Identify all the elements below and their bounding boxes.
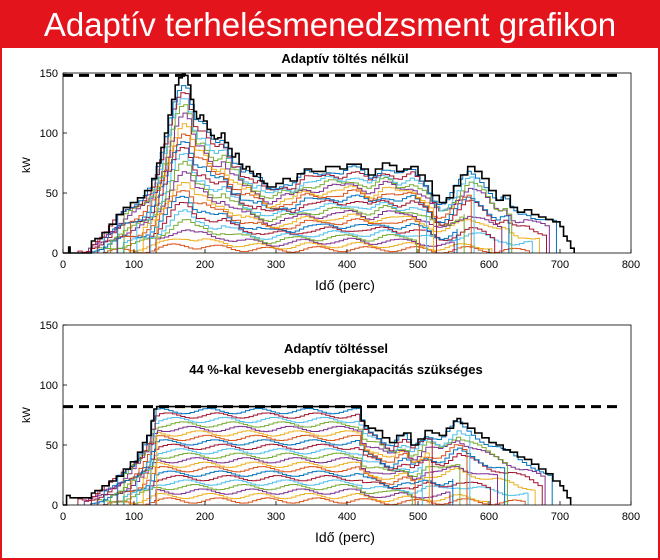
series-line [103, 439, 506, 505]
series-line [103, 141, 510, 253]
x-tick-label: 600 [480, 259, 498, 271]
chart-top-xlabel: Idő (perc) [315, 277, 375, 293]
x-tick-label: 0 [60, 511, 66, 523]
series-line [155, 229, 455, 253]
series-line [122, 209, 533, 253]
series-line [90, 412, 433, 505]
chart-bottom-ticks: 0 100 200 300 400 500 600 700 800 0 50 100 150 [40, 320, 641, 523]
y-tick-label: 100 [40, 380, 58, 392]
x-tick-label: 100 [125, 259, 143, 271]
y-tick-label: 0 [52, 248, 58, 260]
chart-top-ylabel: kW [21, 156, 33, 173]
series-line [102, 243, 530, 254]
series-line [123, 104, 513, 253]
x-tick-label: 300 [267, 259, 285, 271]
y-tick-label: 100 [40, 128, 58, 140]
chart-bottom-xlabel: Idő (perc) [315, 529, 375, 545]
x-tick-label: 100 [125, 511, 143, 523]
banner-title: Adaptív terhelésmenedzsment grafikon [2, 2, 658, 48]
y-tick-label: 150 [40, 68, 58, 80]
series-line [156, 123, 435, 253]
x-tick-label: 400 [338, 259, 356, 271]
chart-top-series [77, 85, 557, 254]
series-line [110, 452, 461, 505]
x-tick-label: 400 [338, 511, 356, 523]
series-line [142, 182, 540, 253]
series-line [142, 461, 536, 505]
chart-bottom: Adaptív töltéssel 44 %-kal kevesebb ener… [21, 320, 640, 545]
series-line [155, 488, 451, 505]
series-line [123, 421, 508, 505]
x-tick-label: 700 [551, 259, 569, 271]
chart-bottom-envelope-line [63, 405, 572, 506]
x-tick-label: 500 [409, 259, 427, 271]
chart-bottom-series [77, 407, 553, 506]
series-line [102, 497, 526, 506]
chart-top-ticks: 0 100 200 300 400 500 600 700 800 0 50 100 150 [40, 68, 641, 271]
y-tick-label: 0 [52, 500, 58, 512]
series-line [83, 457, 499, 505]
series-line [149, 202, 496, 253]
series-line [149, 475, 491, 505]
series-line [77, 147, 548, 253]
x-tick-label: 200 [196, 259, 214, 271]
x-tick-label: 0 [60, 259, 66, 271]
chart-bottom-subtitle: 44 %-kal kevesebb energiakapacitás szüks… [189, 362, 482, 377]
series-line [149, 98, 475, 253]
x-tick-label: 200 [196, 511, 214, 523]
series-line [149, 416, 471, 505]
x-tick-label: 700 [551, 511, 569, 523]
chart-bottom-title: Adaptív töltéssel [284, 341, 388, 356]
chart-bottom-ylabel: kW [21, 406, 33, 423]
series-line [136, 153, 428, 253]
series-line [122, 479, 529, 505]
chart-top-envelope-line [63, 73, 575, 254]
series-line [129, 492, 489, 505]
series-line [136, 448, 423, 505]
chart-top-title: Adaptív töltés nélkül [281, 51, 408, 66]
x-tick-label: 800 [622, 259, 640, 271]
series-line [156, 430, 430, 505]
series-line [110, 160, 465, 253]
x-tick-label: 600 [480, 511, 498, 523]
chart-top: Adaptív töltés nélkül 0 100 200 300 400 500 60… [21, 51, 640, 293]
series-line [90, 92, 437, 253]
series-line [116, 466, 416, 505]
y-tick-label: 50 [46, 440, 58, 452]
x-tick-label: 300 [267, 511, 285, 523]
y-tick-label: 150 [40, 320, 58, 332]
x-tick-label: 800 [622, 511, 640, 523]
series-line [97, 112, 550, 253]
series-line [117, 407, 553, 505]
series-line [97, 425, 546, 505]
x-tick-label: 500 [409, 511, 427, 523]
series-line [129, 133, 472, 253]
y-tick-label: 50 [46, 188, 58, 200]
